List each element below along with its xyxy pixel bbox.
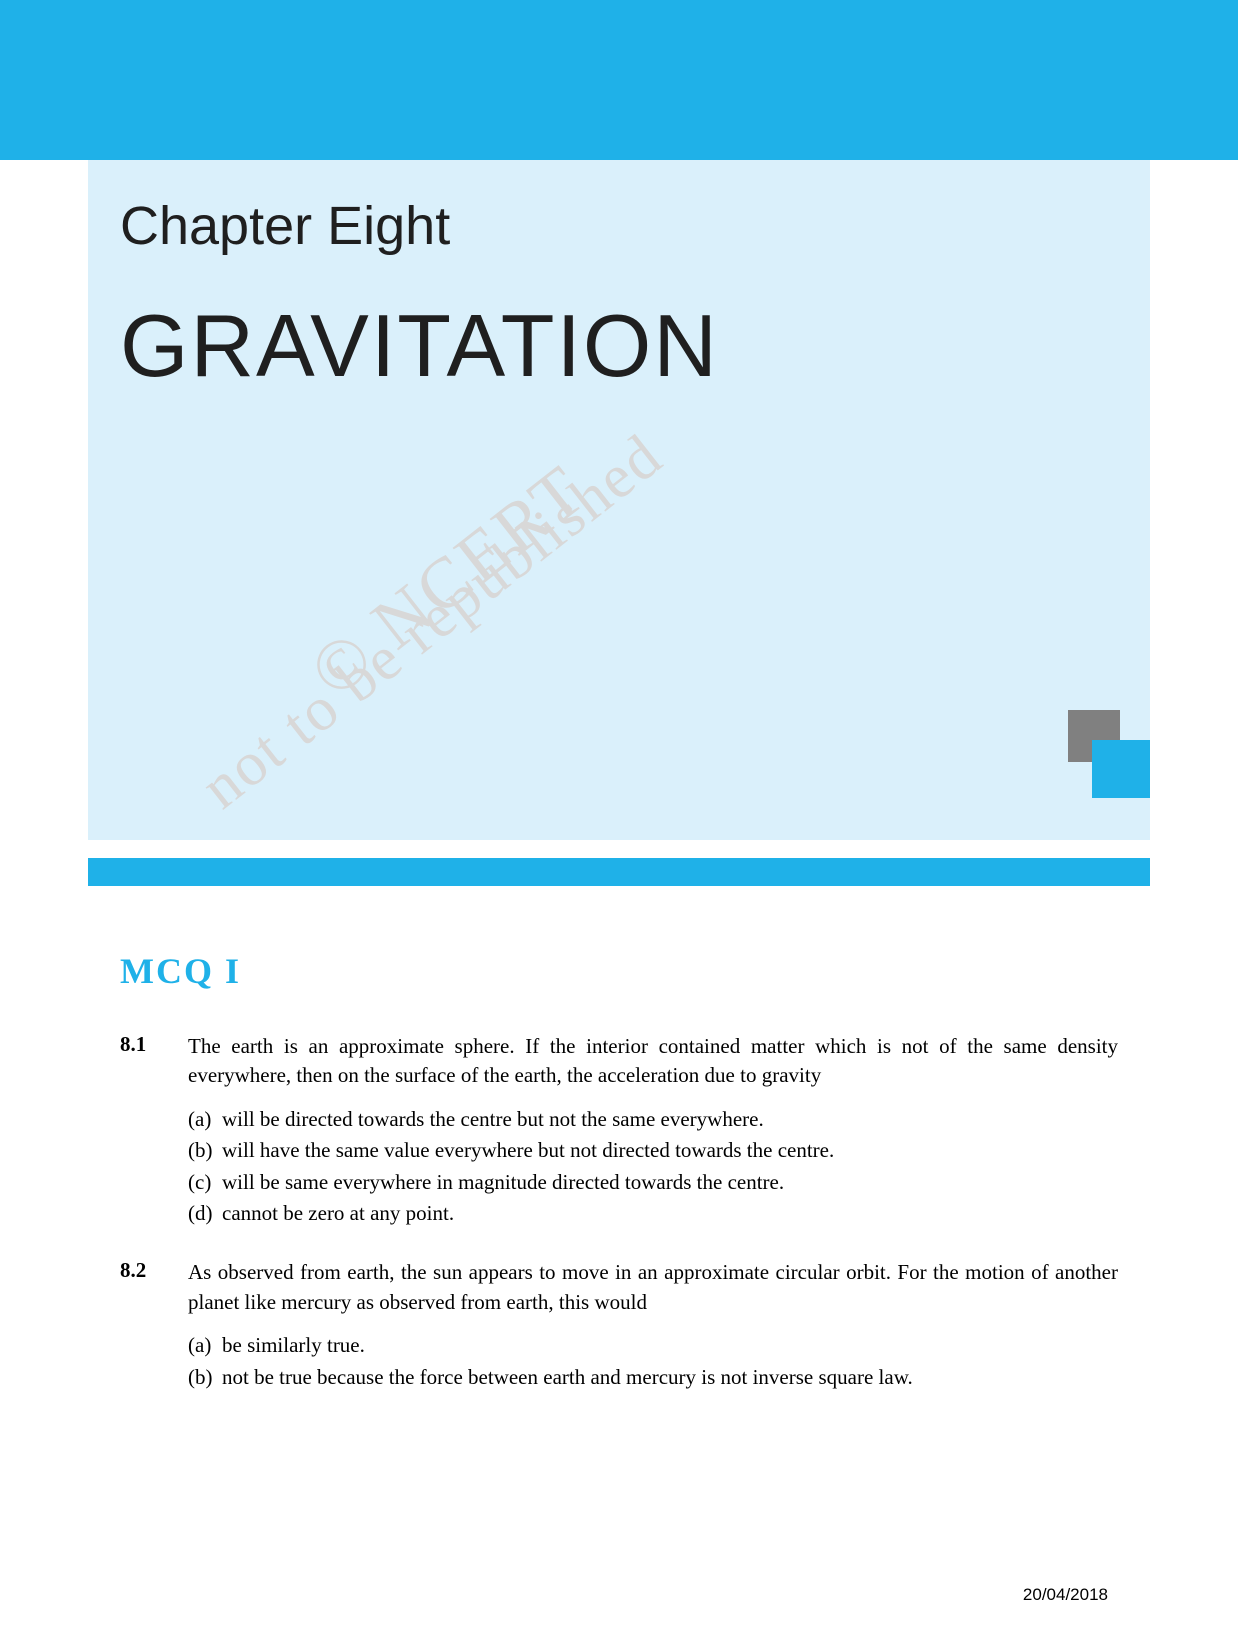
question-block: 8.1 The earth is an approximate sphere. … [120, 1032, 1118, 1228]
chapter-title: GRAVITATION [120, 295, 719, 397]
question-text: The earth is an approximate sphere. If t… [188, 1032, 1118, 1091]
option-label: (a) [188, 1105, 222, 1134]
options-list: (a) be similarly true. (b) not be true b… [188, 1331, 1118, 1392]
mid-divider-bar [88, 858, 1150, 886]
option-text: will be directed towards the centre but … [222, 1105, 1118, 1134]
chapter-header-block [88, 160, 1150, 840]
top-banner-bar [0, 0, 1238, 160]
question-number: 8.2 [120, 1258, 146, 1283]
option-item: (b) not be true because the force betwee… [188, 1363, 1118, 1392]
option-text: not be true because the force between ea… [222, 1363, 1118, 1392]
option-item: (d) cannot be zero at any point. [188, 1199, 1118, 1228]
option-label: (d) [188, 1199, 222, 1228]
section-heading: MCQ I [120, 950, 1118, 992]
option-label: (a) [188, 1331, 222, 1360]
option-item: (a) will be directed towards the centre … [188, 1105, 1118, 1134]
option-label: (b) [188, 1363, 222, 1392]
option-item: (a) be similarly true. [188, 1331, 1118, 1360]
option-text: will be same everywhere in magnitude dir… [222, 1168, 1118, 1197]
option-item: (b) will have the same value everywhere … [188, 1136, 1118, 1165]
option-label: (c) [188, 1168, 222, 1197]
decorative-square-blue [1092, 740, 1150, 798]
option-text: will have the same value everywhere but … [222, 1136, 1118, 1165]
question-text: As observed from earth, the sun appears … [188, 1258, 1118, 1317]
content-area: MCQ I 8.1 The earth is an approximate sp… [120, 950, 1118, 1422]
option-text: cannot be zero at any point. [222, 1199, 1118, 1228]
option-label: (b) [188, 1136, 222, 1165]
question-block: 8.2 As observed from earth, the sun appe… [120, 1258, 1118, 1392]
chapter-label: Chapter Eight [120, 195, 450, 257]
option-text: be similarly true. [222, 1331, 1118, 1360]
options-list: (a) will be directed towards the centre … [188, 1105, 1118, 1229]
footer-date: 20/04/2018 [1023, 1585, 1108, 1605]
option-item: (c) will be same everywhere in magnitude… [188, 1168, 1118, 1197]
question-number: 8.1 [120, 1032, 146, 1057]
